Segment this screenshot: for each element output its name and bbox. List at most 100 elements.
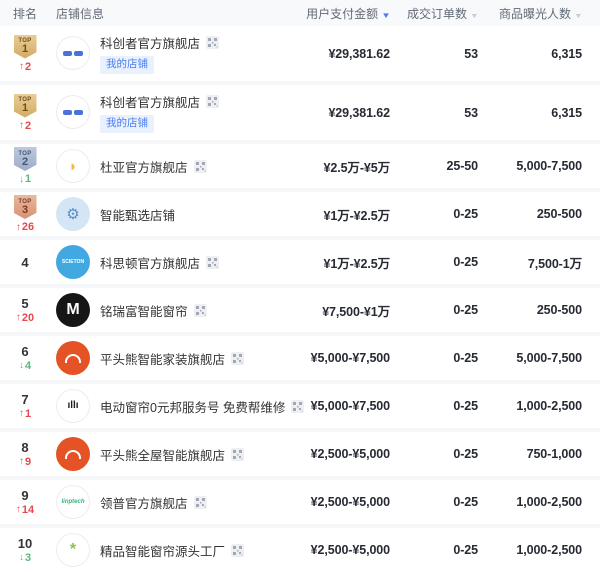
qr-code-icon[interactable] bbox=[206, 95, 220, 109]
store-name[interactable]: 平头熊智能家装旗舰店 bbox=[100, 352, 226, 367]
exposure-count: 7,500-1万 bbox=[527, 256, 582, 271]
trend-indicator: ↑ 9 bbox=[19, 456, 31, 468]
qr-code-icon[interactable] bbox=[231, 447, 245, 461]
qr-code-icon[interactable] bbox=[231, 543, 245, 557]
trend-value: 2 bbox=[24, 119, 32, 132]
store-info-cell: ⚙ 智能甄选店铺 bbox=[50, 197, 270, 231]
store-name[interactable]: 科创者官方旗舰店 bbox=[100, 37, 201, 52]
store-name[interactable]: 电动窗帘0元邦服务号 免费帮维修 bbox=[100, 400, 286, 415]
table-row[interactable]: 5 ↑ 20 M 铭瑞富智能窗帘 bbox=[0, 288, 600, 332]
qr-code-icon[interactable] bbox=[231, 351, 245, 365]
col-header-payment-label: 用户支付金额 bbox=[306, 6, 379, 21]
payment-amount: ¥5,000-¥7,500 bbox=[310, 351, 390, 365]
sort-icon[interactable]: ▼ bbox=[574, 12, 583, 20]
table-header: 排名 店铺信息 用户支付金额 ▼ 成交订单数 ▼ 商品曝光人数 ▼ bbox=[0, 0, 600, 26]
order-count: 53 bbox=[464, 105, 478, 120]
my-store-badge: 我的店铺 bbox=[100, 115, 154, 133]
trend-arrow-icon: ↑ bbox=[15, 221, 21, 233]
table-row[interactable]: 9 ↑ 14 linptech 领普官方旗舰店 bbox=[0, 480, 600, 524]
sort-icon[interactable]: ▼ bbox=[470, 12, 479, 20]
store-logo: ıllı bbox=[56, 389, 90, 423]
store-logo-text: ◗ bbox=[68, 157, 78, 175]
sort-descending-icon[interactable]: ▼ bbox=[381, 10, 391, 20]
order-count: 0-25 bbox=[453, 495, 478, 509]
trend-indicator: ↑ 1 bbox=[19, 408, 31, 420]
rank-badge: 10 bbox=[14, 537, 37, 550]
trend-arrow-icon: ↑ bbox=[18, 408, 24, 419]
rank-number: 8 bbox=[21, 439, 29, 455]
rank-badge-top-label: TOP bbox=[18, 97, 32, 103]
table-row[interactable]: TOP 3 ↑ 26 ⚙ 智能甄选店铺 ¥1万-¥2.5万 0-25 250-500 bbox=[0, 192, 600, 236]
qr-code-icon[interactable] bbox=[193, 303, 207, 317]
col-header-exposure-label: 商品曝光人数 bbox=[499, 6, 572, 21]
rank-number: 10 bbox=[17, 535, 33, 551]
store-name[interactable]: 领普官方旗舰店 bbox=[100, 496, 188, 511]
trend-indicator: ↑ 14 bbox=[16, 504, 34, 516]
rank-badge: 4 bbox=[14, 256, 37, 269]
col-header-payment-amount[interactable]: 用户支付金额 ▼ bbox=[270, 5, 391, 22]
store-meta: 科创者官方旗舰店 我的店铺 bbox=[100, 92, 220, 133]
store-name[interactable]: 智能甄选店铺 bbox=[100, 208, 176, 223]
rank-cell: 8 ↑ 9 bbox=[0, 441, 50, 468]
order-count: 25-50 bbox=[446, 159, 479, 173]
store-info-cell: ıllı 电动窗帘0元邦服务号 免费帮维修 bbox=[50, 389, 305, 423]
store-info-cell: 平头熊智能家装旗舰店 bbox=[50, 341, 270, 375]
exposure-count: 5,000-7,500 bbox=[516, 351, 582, 365]
col-header-order-count[interactable]: 成交订单数 ▼ bbox=[390, 5, 479, 22]
store-name[interactable]: 精品智能窗帘源头工厂 bbox=[100, 544, 226, 559]
store-meta: 杜亚官方旗舰店 bbox=[100, 157, 207, 176]
store-logo: linptech bbox=[56, 485, 90, 519]
store-name[interactable]: 铭瑞富智能窗帘 bbox=[100, 304, 188, 319]
payment-amount: ¥2,500-¥5,000 bbox=[310, 495, 390, 509]
exposure-count: 1,000-2,500 bbox=[516, 543, 582, 557]
table-row[interactable]: 7 ↑ 1 ıllı 电动窗帘0元邦服务号 免费帮维修 bbox=[0, 384, 600, 428]
store-logo-text: SCIETON bbox=[61, 258, 85, 265]
rank-number: 4 bbox=[21, 254, 29, 270]
rank-number: 6 bbox=[21, 343, 29, 359]
table-row[interactable]: 4 SCIETON 科思顿官方旗舰店 bbox=[0, 240, 600, 284]
store-info-cell: linptech 领普官方旗舰店 bbox=[50, 485, 270, 519]
trend-value: 20 bbox=[21, 311, 35, 324]
trend-value: 2 bbox=[24, 60, 32, 73]
qr-code-icon[interactable] bbox=[193, 159, 207, 173]
rank-cell: 4 bbox=[0, 256, 50, 269]
table-row[interactable]: 6 ↓ 4 平头熊智能家装旗舰店 bbox=[0, 336, 600, 380]
table-row[interactable]: 8 ↑ 9 平头熊全屋智能旗舰店 bbox=[0, 432, 600, 476]
store-meta: 精品智能窗帘源头工厂 bbox=[100, 541, 245, 560]
store-meta: 铭瑞富智能窗帘 bbox=[100, 301, 207, 320]
store-info-cell: * 精品智能窗帘源头工厂 bbox=[50, 533, 270, 567]
table-row[interactable]: 10 ↓ 3 * 精品智能窗帘源头工厂 bbox=[0, 528, 600, 572]
rank-badge-top-label: TOP bbox=[18, 198, 32, 205]
col-header-exposure-count[interactable]: 商品曝光人数 ▼ bbox=[478, 5, 583, 22]
table-row[interactable]: TOP 2 ↓ 1 ◗ 杜亚官方旗舰店 bbox=[0, 144, 600, 188]
table-row[interactable]: TOP 1 ↑ 2 科创者官方旗舰店 bbox=[0, 26, 600, 81]
order-count: 0-25 bbox=[453, 207, 478, 221]
payment-amount: ¥2,500-¥5,000 bbox=[310, 543, 390, 557]
qr-code-icon[interactable] bbox=[206, 36, 220, 50]
rank-badge-top-label: TOP bbox=[18, 38, 32, 44]
trend-arrow-icon: ↑ bbox=[18, 120, 24, 131]
store-name[interactable]: 平头熊全屋智能旗舰店 bbox=[100, 448, 226, 463]
qr-code-icon[interactable] bbox=[291, 399, 305, 413]
trend-arrow-icon: ↓ bbox=[18, 552, 24, 563]
qr-code-icon[interactable] bbox=[193, 495, 207, 509]
rank-badge: 6 bbox=[14, 345, 37, 358]
exposure-count: 1,000-2,500 bbox=[516, 495, 582, 509]
table-row[interactable]: TOP 1 ↑ 2 科创者官方旗舰店 bbox=[0, 85, 600, 140]
exposure-count: 750-1,000 bbox=[526, 447, 583, 461]
store-logo: SCIETON bbox=[56, 245, 90, 279]
rank-badge: 7 bbox=[14, 393, 37, 406]
exposure-count: 5,000-7,500 bbox=[516, 159, 582, 173]
store-name[interactable]: 科思顿官方旗舰店 bbox=[100, 256, 201, 271]
store-logo bbox=[56, 341, 90, 375]
rank-badge: TOP 3 bbox=[13, 195, 37, 219]
store-meta: 科思顿官方旗舰店 bbox=[100, 253, 220, 272]
exposure-count: 6,315 bbox=[551, 105, 582, 120]
store-info-cell: SCIETON 科思顿官方旗舰店 bbox=[50, 245, 270, 279]
trend-arrow-icon: ↓ bbox=[18, 360, 24, 371]
store-name[interactable]: 杜亚官方旗舰店 bbox=[100, 160, 188, 175]
payment-amount: ¥29,381.62 bbox=[328, 105, 390, 120]
qr-code-icon[interactable] bbox=[206, 255, 220, 269]
store-name[interactable]: 科创者官方旗舰店 bbox=[100, 96, 201, 111]
